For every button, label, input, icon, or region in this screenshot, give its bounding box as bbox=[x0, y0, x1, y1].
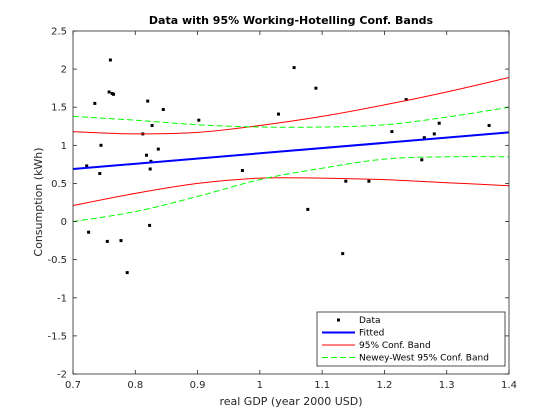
newey-west-95-conf-band-line-4 bbox=[72, 106, 510, 128]
y-axis-label: Consumption (kWh) bbox=[32, 147, 45, 256]
y-tick-label: -1.5 bbox=[47, 331, 67, 342]
data-point bbox=[437, 121, 441, 125]
data-point bbox=[148, 223, 152, 227]
data-point bbox=[107, 90, 111, 94]
data-point bbox=[105, 239, 109, 243]
data-point bbox=[98, 172, 102, 175]
x-tick-label: 1 bbox=[257, 380, 263, 391]
axis-ticks: 0.7 0.8 0.9 1 1.1 1.2 1.3 1.4 -2 -1.5 -1 -0.5 0 0.5 1 1… bbox=[47, 27, 516, 392]
data-point bbox=[99, 143, 103, 147]
fitted-line-1 bbox=[72, 131, 510, 170]
data-point bbox=[119, 239, 123, 243]
data-point bbox=[306, 207, 310, 211]
data-point bbox=[125, 271, 129, 275]
legend-box bbox=[316, 311, 506, 367]
legend: Data Fitted 95% Conf. Band Newey-West 95% C… bbox=[316, 311, 506, 367]
chart-marks bbox=[72, 58, 510, 275]
data-point bbox=[432, 132, 436, 136]
legend-label: Newey-West 95% Conf. Band bbox=[359, 354, 489, 364]
x-tick-label: 0.8 bbox=[127, 380, 143, 391]
legend-marker bbox=[337, 318, 340, 322]
data-point bbox=[150, 124, 154, 127]
data-point bbox=[93, 101, 97, 105]
data-point bbox=[367, 179, 371, 183]
data-point bbox=[344, 179, 348, 183]
data-point bbox=[145, 153, 148, 157]
data-point bbox=[149, 159, 153, 163]
x-tick-label: 1.3 bbox=[439, 380, 455, 391]
data-point bbox=[341, 252, 345, 256]
data-point bbox=[390, 130, 394, 134]
x-tick-label: 1.2 bbox=[376, 380, 392, 391]
legend-label: Fitted bbox=[359, 329, 384, 339]
data-point bbox=[240, 169, 244, 172]
y-tick-label: 2.5 bbox=[51, 27, 67, 38]
data-point bbox=[148, 167, 152, 171]
y-tick-label: -0.5 bbox=[47, 255, 67, 266]
data-point bbox=[420, 158, 424, 162]
y-tick-label: 1.5 bbox=[51, 103, 67, 114]
data-point bbox=[161, 108, 165, 111]
x-tick-label: 1.1 bbox=[314, 380, 330, 391]
data-point bbox=[277, 112, 280, 116]
data-point bbox=[314, 86, 318, 90]
x-tick-label: 0.7 bbox=[65, 380, 81, 391]
y-tick-label: 0.5 bbox=[51, 179, 67, 190]
y-tick-label: 1 bbox=[61, 141, 67, 152]
y-tick-label: 2 bbox=[61, 65, 67, 76]
data-point bbox=[156, 147, 160, 151]
data-point bbox=[108, 58, 112, 62]
data-point bbox=[292, 66, 296, 70]
y-tick-label: 0 bbox=[61, 217, 67, 228]
x-tick-label: 1.4 bbox=[501, 380, 517, 391]
legend-label: 95% Conf. Band bbox=[359, 341, 431, 351]
data-point bbox=[87, 230, 91, 234]
data-point bbox=[146, 99, 150, 103]
plot-frame bbox=[72, 30, 510, 375]
legend-items: Data Fitted 95% Conf. Band Newey-West 95% C… bbox=[322, 316, 489, 364]
chart-title: Data with 95% Working-Hotelling Conf. Ba… bbox=[149, 14, 434, 27]
data-point bbox=[422, 136, 426, 140]
x-axis-label: real GDP (year 2000 USD) bbox=[219, 395, 362, 408]
data-point bbox=[197, 118, 201, 122]
data-point bbox=[404, 98, 408, 102]
data-point bbox=[487, 124, 491, 127]
y-tick-label: -2 bbox=[57, 370, 67, 381]
series-line-3 bbox=[72, 177, 510, 206]
y-tick-label: -1 bbox=[57, 293, 67, 304]
series-line-5 bbox=[72, 156, 510, 223]
data-point bbox=[112, 92, 115, 96]
legend-label: Data bbox=[359, 316, 381, 326]
95-conf-band-line-2 bbox=[72, 77, 510, 135]
x-tick-label: 0.9 bbox=[190, 380, 206, 391]
data-point bbox=[85, 164, 89, 168]
